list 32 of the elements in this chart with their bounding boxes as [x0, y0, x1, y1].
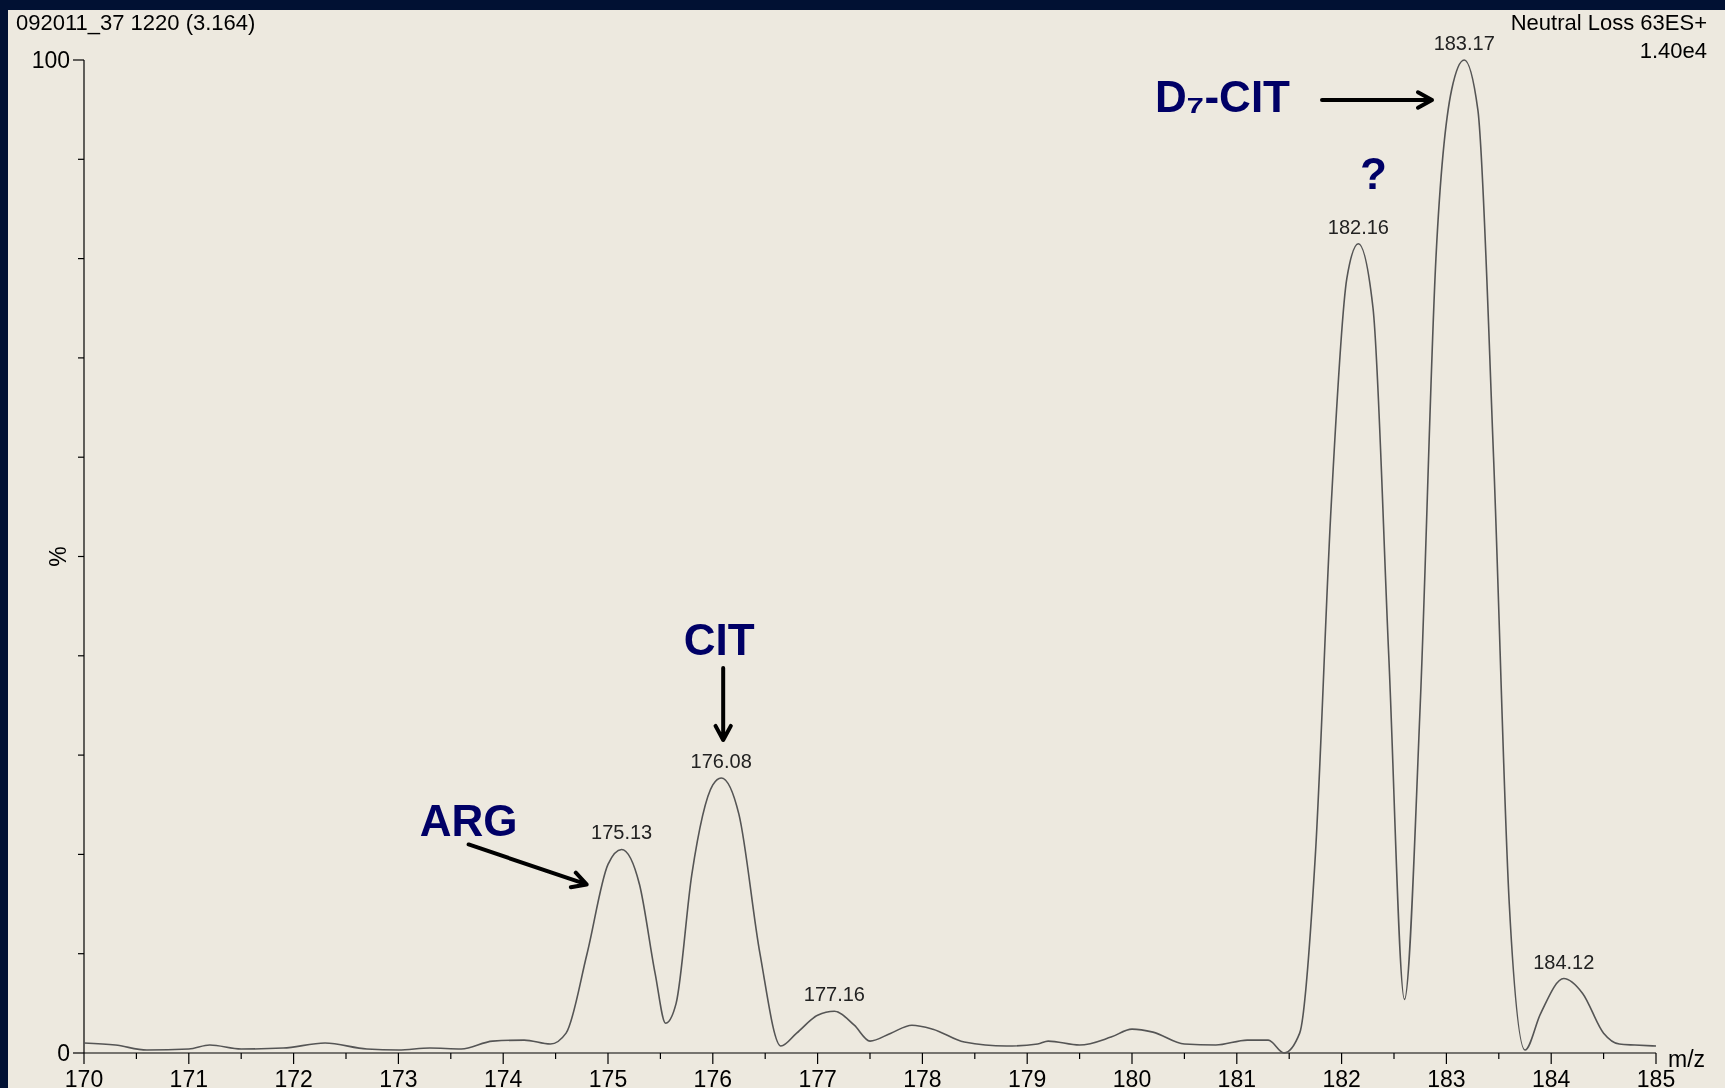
y-tick-label: 100: [31, 47, 70, 73]
x-tick-label: 178: [903, 1066, 942, 1088]
x-tick-label: 179: [1008, 1066, 1047, 1088]
text: Neutral Loss 63ES+: [1510, 10, 1707, 35]
x-tick-label: 177: [798, 1066, 837, 1088]
x-tick-label: 172: [274, 1066, 313, 1088]
x-tick-label: 185: [1636, 1066, 1676, 1088]
text: 092011_37 1220 (3.164): [16, 10, 256, 35]
annotation: 183.17: [1433, 32, 1495, 54]
annotation: 176.08: [690, 749, 752, 772]
annotation: 177.16: [803, 983, 865, 1006]
x-tick-label: 174: [484, 1066, 523, 1088]
annotation: D₇-CIT: [1155, 72, 1291, 121]
x-tick-label: 176: [693, 1066, 732, 1088]
x-tick-label: 170: [64, 1066, 104, 1088]
annotation: ARG: [419, 796, 518, 846]
annotation: 182.16: [1327, 215, 1389, 238]
x-tick-label: 173: [379, 1066, 418, 1088]
annotation: CIT: [683, 614, 755, 664]
x-tick-label: 180: [1112, 1066, 1152, 1088]
y-axis-title: %: [45, 546, 71, 567]
annotation: ?: [1359, 148, 1387, 198]
x-tick-label: 171: [169, 1066, 208, 1088]
x-tick-label: 183: [1427, 1066, 1466, 1088]
x-tick-label: 182: [1322, 1066, 1361, 1088]
y-tick-label: 0: [57, 1040, 70, 1066]
x-tick-label: 184: [1532, 1066, 1571, 1088]
annotation: 184.12: [1533, 950, 1595, 973]
x-tick-label: 181: [1217, 1066, 1256, 1088]
x-tick-label: 175: [588, 1066, 628, 1088]
annotation: 1.40e4: [1639, 38, 1707, 63]
annotation: 175.13: [591, 821, 653, 844]
